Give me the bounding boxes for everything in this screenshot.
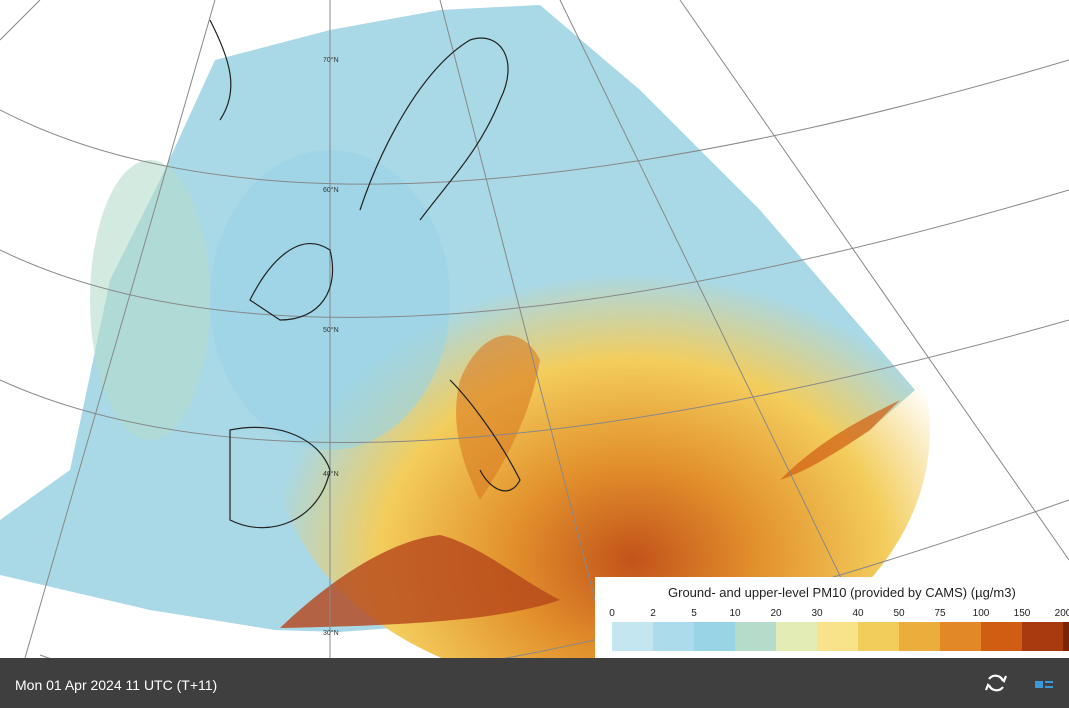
color-swatch [694, 622, 735, 651]
color-swatch [735, 622, 776, 651]
lat-labels: 70°N 60°N 50°N 40°N 30°N [323, 56, 339, 637]
dust-east [780, 400, 900, 480]
scale-label: 10 [729, 608, 741, 619]
status-bar: Mon 01 Apr 2024 11 UTC (T+11) [0, 658, 1069, 708]
scale-label: 150 [1014, 608, 1031, 619]
color-swatch [1022, 622, 1063, 651]
color-swatch [612, 622, 653, 651]
scale-label: 5 [691, 608, 697, 619]
lat-label: 40°N [323, 470, 339, 478]
graticule [0, 0, 1069, 658]
map: 70°N 60°N 50°N 40°N 30°N [0, 0, 1069, 658]
color-swatch [858, 622, 899, 651]
coastlines [209, 19, 521, 529]
controls [984, 674, 1053, 692]
scale-label: 2 [650, 608, 656, 619]
color-scale: 0 2 5 10 20 30 40 50 75 100 150 200 [609, 608, 1069, 651]
color-swatch [981, 622, 1022, 651]
scale-label: 20 [770, 608, 782, 619]
lat-label: 30°N [323, 629, 339, 637]
color-swatch [776, 622, 817, 651]
legend-title: Ground- and upper-level PM10 (provided b… [668, 585, 1016, 600]
scale-label: 200 [1055, 608, 1069, 619]
lat-label: 50°N [323, 326, 339, 334]
scale-label: 0 [609, 608, 615, 619]
scale-label: 50 [893, 608, 905, 619]
color-swatch [899, 622, 940, 651]
legend-toggle[interactable] [1035, 681, 1053, 688]
color-swatch [1063, 622, 1069, 651]
scale-label: 30 [811, 608, 823, 619]
color-swatch [817, 622, 858, 651]
green-band [90, 160, 210, 440]
color-swatch [940, 622, 981, 651]
legend: Ground- and upper-level PM10 (provided b… [595, 577, 1069, 658]
refresh-button[interactable] [984, 674, 1008, 692]
scale-label: 75 [934, 608, 946, 619]
color-swatch [653, 622, 694, 651]
forecast-time: Mon 01 Apr 2024 11 UTC (T+11) [15, 677, 218, 693]
scale-label: 100 [973, 608, 990, 619]
dust-balkan [456, 335, 540, 500]
lat-label: 60°N [323, 186, 339, 194]
dust-core [280, 535, 560, 628]
scale-label: 40 [852, 608, 864, 619]
lat-label: 70°N [323, 56, 339, 64]
